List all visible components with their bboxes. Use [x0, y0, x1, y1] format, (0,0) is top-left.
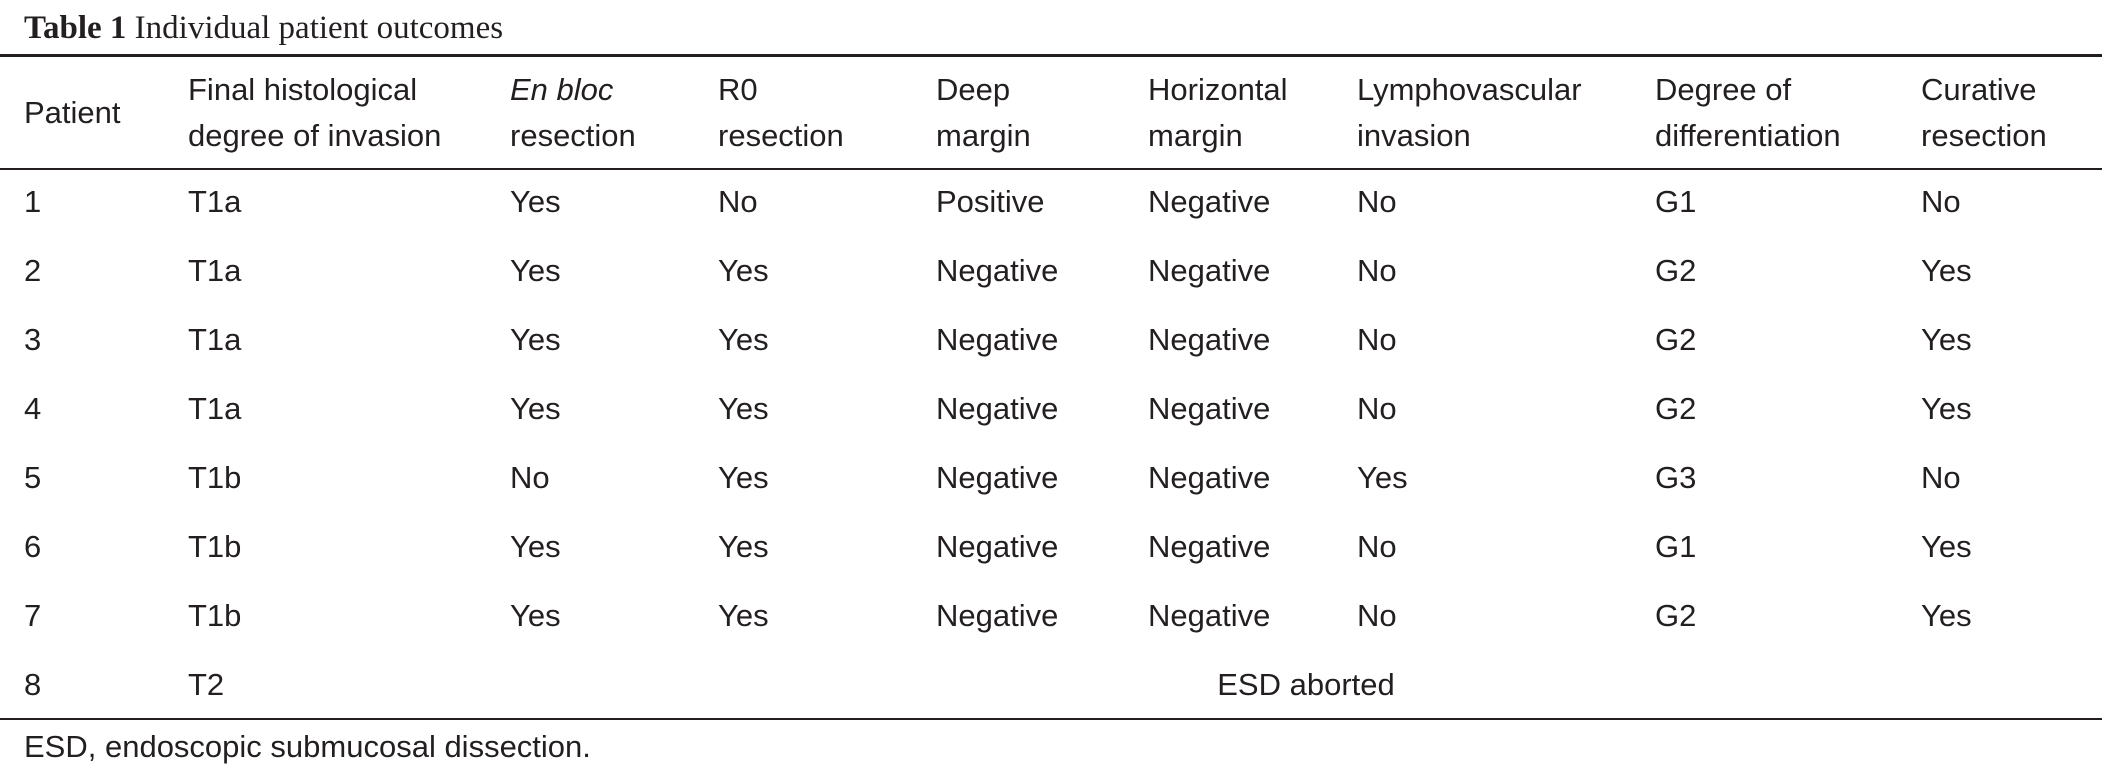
header-deep-margin: Deep margin [936, 71, 1031, 153]
cell-invasion: T1a [188, 321, 242, 357]
header-r0: R0 resection [718, 71, 844, 153]
cell-curative: No [1921, 184, 1961, 219]
top-rule [0, 54, 2102, 57]
cell-lymphovascular: No [1357, 184, 1397, 219]
cell-patient: 3 [24, 321, 42, 357]
cell-deep-margin: Negative [936, 597, 1059, 633]
cell-invasion: T1b [188, 597, 242, 633]
table-row: 3 T1a Yes Yes Negative Negative No G2 Ye… [0, 305, 2102, 374]
cell-lymphovascular: No [1357, 597, 1397, 633]
cell-deep-margin: Negative [936, 459, 1059, 495]
cell-curative: Yes [1921, 390, 1972, 426]
table-body: 1 T1a Yes No Positive Negative No G1 No … [0, 168, 2102, 719]
header-horizontal-margin: Horizontal margin [1148, 71, 1288, 153]
cell-differentiation: G3 [1655, 459, 1697, 495]
cell-differentiation: G1 [1655, 528, 1697, 564]
cell-horizontal-margin: Negative [1148, 184, 1271, 219]
cell-patient: 8 [24, 666, 42, 702]
cell-invasion: T1a [188, 390, 242, 426]
cell-curative: Yes [1921, 252, 1972, 288]
header-lymphovascular: Lymphovascular invasion [1357, 71, 1582, 153]
cell-differentiation: G2 [1655, 252, 1697, 288]
table-row: 4 T1a Yes Yes Negative Negative No G2 Ye… [0, 374, 2102, 443]
cell-invasion: T1a [188, 184, 242, 219]
cell-patient: 2 [24, 252, 42, 288]
cell-horizontal-margin: Negative [1148, 459, 1271, 495]
cell-r0: Yes [718, 597, 769, 633]
cell-patient: 5 [24, 459, 42, 495]
cell-en-bloc: Yes [510, 321, 561, 357]
cell-lymphovascular: No [1357, 528, 1397, 564]
header-patient: Patient [24, 94, 121, 130]
header-row: Patient Final histological degree of inva… [0, 57, 2102, 168]
table-number: Table 1 [24, 10, 127, 46]
cell-en-bloc: Yes [510, 597, 561, 633]
header-differentiation: Degree of differentiation [1655, 71, 1841, 153]
cell-invasion: T1b [188, 528, 242, 564]
cell-r0: Yes [718, 321, 769, 357]
cell-invasion: T1b [188, 459, 242, 495]
table-row: 5 T1b No Yes Negative Negative Yes G3 No [0, 443, 2102, 512]
cell-differentiation: G2 [1655, 597, 1697, 633]
cell-horizontal-margin: Negative [1148, 390, 1271, 426]
cell-deep-margin: Negative [936, 252, 1059, 288]
cell-lymphovascular: Yes [1357, 459, 1408, 495]
table-row: 6 T1b Yes Yes Negative Negative No G1 Ye… [0, 512, 2102, 581]
table-header: Patient Final histological degree of inva… [0, 57, 2102, 168]
cell-invasion: T2 [188, 666, 225, 702]
cell-patient: 7 [24, 597, 42, 633]
bottom-rule [0, 718, 2102, 720]
cell-invasion: T1a [188, 252, 242, 288]
cell-en-bloc: Yes [510, 390, 561, 426]
cell-deep-margin: Negative [936, 528, 1059, 564]
cell-en-bloc: Yes [510, 528, 561, 564]
cell-deep-margin: Negative [936, 390, 1059, 426]
cell-patient: 6 [24, 528, 42, 564]
cell-horizontal-margin: Negative [1148, 597, 1271, 633]
table-row: 2 T1a Yes Yes Negative Negative No G2 Ye… [0, 236, 2102, 305]
cell-patient: 1 [24, 184, 42, 219]
cell-horizontal-margin: Negative [1148, 252, 1271, 288]
cell-differentiation: G2 [1655, 321, 1697, 357]
cell-lymphovascular: No [1357, 390, 1397, 426]
table-row: 7 T1b Yes Yes Negative Negative No G2 Ye… [0, 581, 2102, 650]
cell-en-bloc: No [510, 459, 550, 495]
patient-outcomes-table: Patient Final histological degree of inva… [0, 57, 2102, 719]
cell-esd-aborted: ESD aborted [1217, 666, 1395, 702]
header-en-bloc: En bloc resection [510, 71, 636, 153]
cell-deep-margin: Negative [936, 321, 1059, 357]
table-caption: Table 1 Individual patient outcomes [24, 8, 503, 48]
table-footnote: ESD, endoscopic submucosal dissection. [24, 729, 591, 764]
cell-r0: Yes [718, 528, 769, 564]
table-row-aborted: 8 T2 ESD aborted [0, 650, 2102, 719]
table-row: 1 T1a Yes No Positive Negative No G1 No [0, 168, 2102, 236]
cell-curative: No [1921, 459, 1961, 495]
cell-lymphovascular: No [1357, 252, 1397, 288]
header-curative: Curative resection [1921, 71, 2047, 153]
cell-curative: Yes [1921, 597, 1972, 633]
cell-horizontal-margin: Negative [1148, 321, 1271, 357]
cell-r0: Yes [718, 459, 769, 495]
cell-curative: Yes [1921, 528, 1972, 564]
table-title: Individual patient outcomes [134, 10, 504, 46]
header-rule [0, 168, 2102, 170]
cell-deep-margin: Positive [936, 184, 1045, 219]
cell-en-bloc: Yes [510, 252, 561, 288]
cell-curative: Yes [1921, 321, 1972, 357]
cell-r0: Yes [718, 252, 769, 288]
cell-r0: No [718, 184, 758, 219]
cell-r0: Yes [718, 390, 769, 426]
cell-patient: 4 [24, 390, 42, 426]
header-invasion: Final histological degree of invasion [188, 71, 442, 153]
cell-differentiation: G1 [1655, 184, 1697, 219]
cell-differentiation: G2 [1655, 390, 1697, 426]
cell-en-bloc: Yes [510, 184, 561, 219]
cell-lymphovascular: No [1357, 321, 1397, 357]
cell-horizontal-margin: Negative [1148, 528, 1271, 564]
